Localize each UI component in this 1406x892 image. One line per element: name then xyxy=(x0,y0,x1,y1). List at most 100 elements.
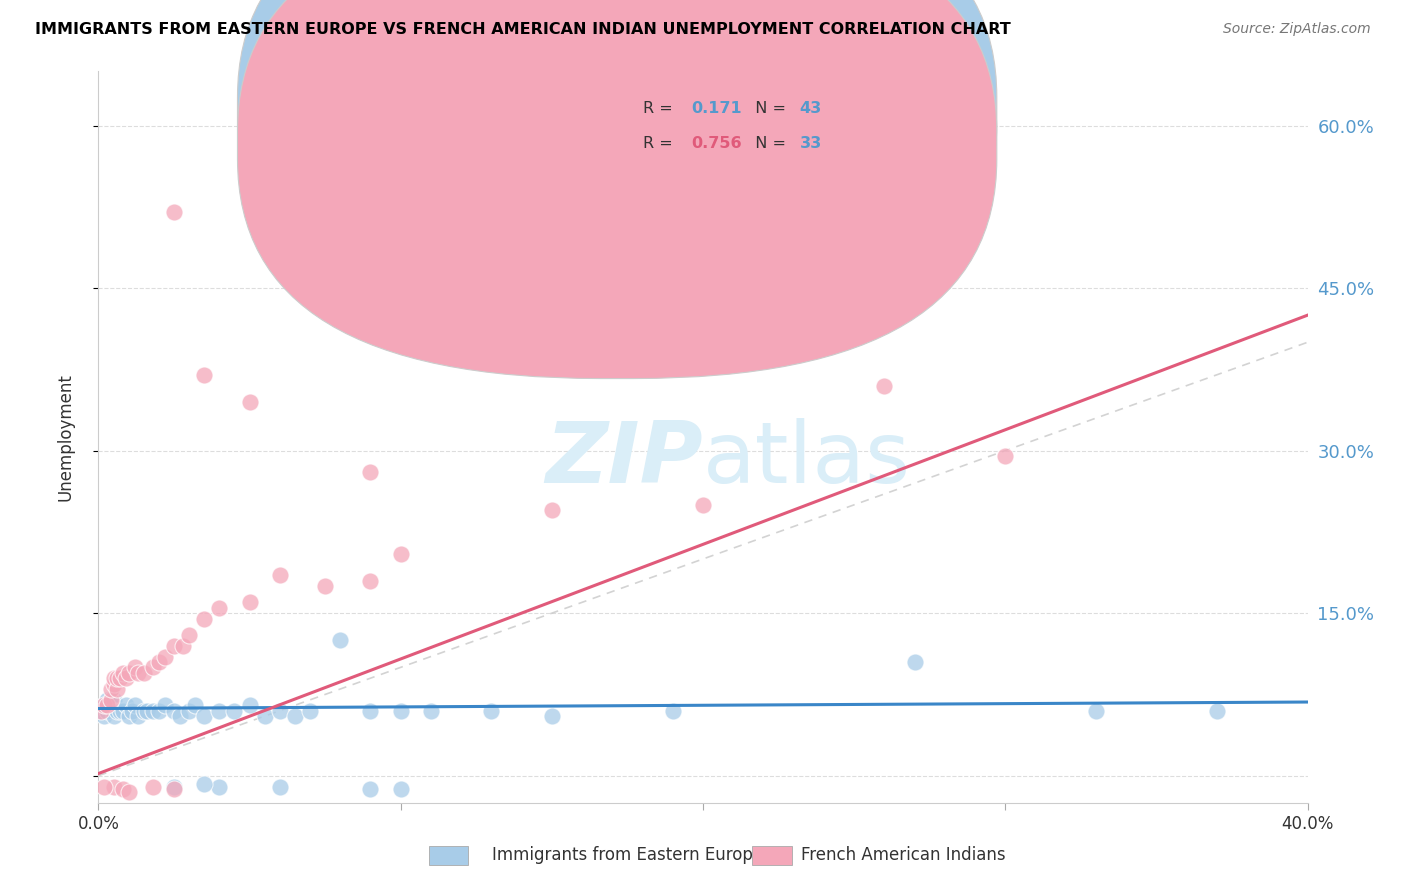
Point xyxy=(193,777,215,791)
Point xyxy=(1085,704,1108,718)
Point xyxy=(132,665,155,680)
Point xyxy=(193,368,215,382)
Point xyxy=(108,704,131,718)
Point xyxy=(208,780,231,794)
Point xyxy=(224,704,246,718)
Text: R =: R = xyxy=(643,101,678,116)
FancyBboxPatch shape xyxy=(238,0,997,378)
Text: IMMIGRANTS FROM EASTERN EUROPE VS FRENCH AMERICAN INDIAN UNEMPLOYMENT CORRELATIO: IMMIGRANTS FROM EASTERN EUROPE VS FRENCH… xyxy=(35,22,1011,37)
Point xyxy=(111,704,134,718)
Point xyxy=(135,704,157,718)
Point xyxy=(114,671,136,685)
Point xyxy=(103,676,125,690)
Point xyxy=(163,205,186,219)
Point xyxy=(184,698,207,713)
Point xyxy=(114,698,136,713)
Text: atlas: atlas xyxy=(703,417,911,500)
Point xyxy=(239,595,262,609)
Point xyxy=(93,698,115,713)
Point xyxy=(208,600,231,615)
Point xyxy=(100,693,122,707)
Point xyxy=(103,780,125,794)
Point xyxy=(96,693,118,707)
Point xyxy=(148,704,170,718)
Point xyxy=(121,704,143,718)
Point xyxy=(142,660,165,674)
Point xyxy=(269,780,291,794)
Text: French American Indians: French American Indians xyxy=(801,846,1007,863)
Point xyxy=(142,780,165,794)
Point xyxy=(142,704,165,718)
Point xyxy=(124,660,146,674)
Point xyxy=(163,639,186,653)
Point xyxy=(118,785,141,799)
Text: Immigrants from Eastern Europe: Immigrants from Eastern Europe xyxy=(492,846,763,863)
Point xyxy=(179,704,201,718)
Point xyxy=(481,704,503,718)
Y-axis label: Unemployment: Unemployment xyxy=(56,373,75,501)
Point xyxy=(105,704,128,718)
Point xyxy=(360,704,382,718)
Point xyxy=(360,574,382,588)
Point xyxy=(904,655,927,669)
Text: N =: N = xyxy=(745,101,792,116)
Point xyxy=(105,681,128,696)
Point xyxy=(239,395,262,409)
Point xyxy=(90,704,112,718)
Text: 0.171: 0.171 xyxy=(690,101,741,116)
Point xyxy=(994,449,1017,463)
Point xyxy=(540,709,562,723)
Text: 43: 43 xyxy=(800,101,823,116)
Point xyxy=(111,781,134,796)
Point xyxy=(103,693,125,707)
Point xyxy=(389,704,412,718)
FancyBboxPatch shape xyxy=(238,0,997,344)
Point xyxy=(374,161,396,176)
Point xyxy=(299,704,322,718)
Point xyxy=(93,698,115,713)
FancyBboxPatch shape xyxy=(592,86,889,167)
Point xyxy=(420,704,443,718)
Point xyxy=(111,665,134,680)
Point xyxy=(169,709,191,723)
Point xyxy=(172,639,194,653)
Point xyxy=(103,709,125,723)
Point xyxy=(108,671,131,685)
Text: 33: 33 xyxy=(800,136,823,151)
Point xyxy=(193,709,215,723)
Point xyxy=(127,709,149,723)
Point xyxy=(389,781,412,796)
Text: ZIP: ZIP xyxy=(546,417,703,500)
Point xyxy=(93,709,115,723)
Text: R =: R = xyxy=(643,136,678,151)
Point xyxy=(661,704,683,718)
Point xyxy=(100,698,122,713)
Point xyxy=(118,665,141,680)
Point xyxy=(389,547,412,561)
Point xyxy=(153,649,176,664)
Point xyxy=(132,704,155,718)
Point xyxy=(692,498,714,512)
Text: N =: N = xyxy=(745,136,792,151)
Point xyxy=(314,579,336,593)
Point xyxy=(148,655,170,669)
Point xyxy=(193,611,215,625)
Point xyxy=(360,781,382,796)
Point xyxy=(179,628,201,642)
Point xyxy=(360,465,382,479)
Point xyxy=(284,709,307,723)
Point xyxy=(105,671,128,685)
Point xyxy=(96,698,118,713)
Point xyxy=(103,671,125,685)
Point xyxy=(1206,704,1229,718)
Point xyxy=(124,698,146,713)
Point xyxy=(90,704,112,718)
Point xyxy=(208,704,231,718)
Point xyxy=(540,503,562,517)
Point xyxy=(163,780,186,794)
Point xyxy=(873,378,896,392)
Text: Source: ZipAtlas.com: Source: ZipAtlas.com xyxy=(1223,22,1371,37)
Point xyxy=(100,681,122,696)
Text: 0.756: 0.756 xyxy=(690,136,741,151)
Point xyxy=(93,780,115,794)
